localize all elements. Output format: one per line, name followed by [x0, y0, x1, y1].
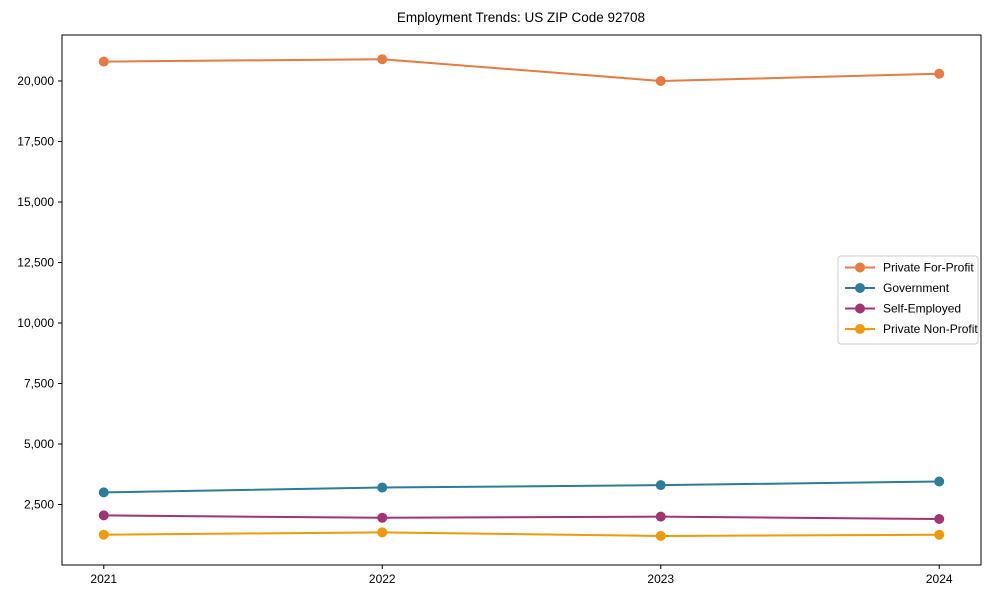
- series-line-government: [103, 480, 940, 494]
- legend-item-label: Private For-Profit: [883, 261, 974, 275]
- data-point: [377, 482, 388, 493]
- data-point: [655, 530, 666, 541]
- y-tick-label: 17,500: [17, 134, 54, 148]
- data-point: [655, 511, 666, 522]
- legend-marker-dot: [855, 262, 865, 273]
- x-tick-label: 2022: [369, 572, 396, 586]
- y-tick-label: 2,500: [24, 497, 54, 511]
- data-point: [934, 68, 945, 79]
- legend-marker-dot: [855, 283, 865, 293]
- data-point: [377, 512, 388, 523]
- data-point: [934, 514, 945, 525]
- data-point: [934, 476, 945, 487]
- data-point: [98, 56, 109, 67]
- x-tick-label: 2021: [90, 572, 117, 586]
- legend-marker-dot: [855, 324, 865, 334]
- y-tick-label: 7,500: [24, 376, 54, 390]
- legend-item: Self-Employed: [845, 302, 961, 316]
- x-tick-label: 2024: [926, 572, 953, 586]
- legend-marker-dot: [855, 303, 865, 314]
- data-point: [655, 75, 666, 86]
- legend-item-label: Private Non-Profit: [883, 322, 978, 336]
- series-line-private-non-profit: [103, 531, 940, 537]
- legend-item-label: Government: [883, 281, 950, 295]
- data-point: [98, 487, 109, 498]
- y-tick-label: 15,000: [17, 195, 54, 209]
- legend-item: Private Non-Profit: [845, 322, 978, 336]
- y-tick-label: 20,000: [17, 74, 54, 88]
- data-point: [655, 480, 666, 491]
- legend-item-label: Self-Employed: [883, 302, 961, 316]
- data-point: [377, 54, 388, 65]
- legend-box: [837, 255, 979, 345]
- plot-area: 2,500 5,000 7,500 10,000 12,500 15,000 17,500 2…: [17, 34, 982, 586]
- y-tick-label: 10,000: [17, 316, 54, 330]
- y-tick-label: 12,500: [17, 255, 54, 269]
- x-tick-label: 2023: [647, 572, 674, 586]
- legend-item: Government: [845, 281, 950, 295]
- legend: Private For-Profit Government Self-Employe…: [837, 255, 979, 345]
- chart-title: Employment Trends: US ZIP Code 92708: [397, 10, 645, 25]
- plot-border: [61, 34, 982, 566]
- data-point: [98, 529, 109, 540]
- data-point: [377, 527, 388, 538]
- y-tick-label: 5,000: [24, 437, 54, 451]
- data-point: [934, 529, 945, 540]
- data-point: [98, 510, 109, 521]
- series-line-self-employed: [103, 514, 940, 521]
- legend-item: Private For-Profit: [845, 261, 974, 275]
- series-line-private-for-profit: [103, 58, 940, 82]
